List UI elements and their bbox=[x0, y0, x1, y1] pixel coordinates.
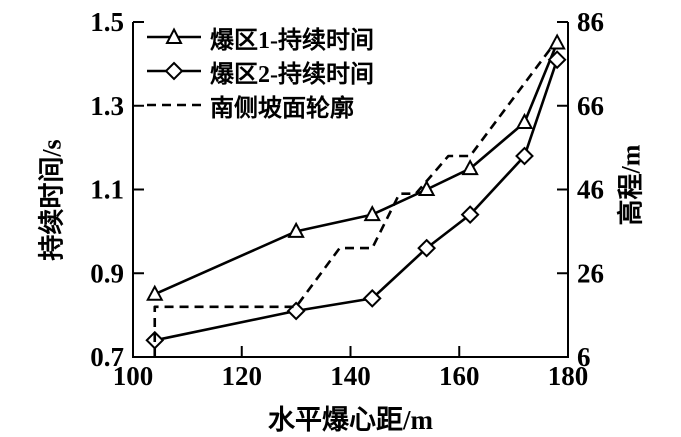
y-right-tick-label: 6 bbox=[577, 342, 591, 372]
x-tick-label: 140 bbox=[330, 361, 371, 391]
legend-line-diamond-icon bbox=[147, 61, 201, 81]
legend-label-blast-zone-2: 爆区2-持续时间 bbox=[210, 61, 374, 88]
triangle-marker bbox=[417, 179, 436, 196]
diamond-marker bbox=[460, 205, 480, 225]
diamond-marker bbox=[515, 146, 534, 166]
x-tick-label: 180 bbox=[548, 361, 589, 391]
y-left-tick-label: 1.3 bbox=[90, 91, 124, 121]
triangle-marker bbox=[146, 284, 164, 301]
diamond-marker bbox=[286, 301, 306, 321]
legend: 爆区1-持续时间 爆区2-持续时间 南侧坡面轮廓 bbox=[146, 20, 374, 122]
y-left-tick-label: 0.7 bbox=[90, 342, 124, 372]
y-axis-right-title: 高程/m bbox=[616, 144, 646, 226]
x-tick-label: 100 bbox=[113, 361, 154, 391]
x-tick-label: 160 bbox=[439, 361, 480, 391]
legend-item-blast-zone-2: 爆区2-持续时间 bbox=[146, 54, 374, 88]
y-axis-left-title: 持续时间/s bbox=[37, 139, 67, 261]
triangle-marker bbox=[287, 221, 305, 238]
y-right-tick-label: 86 bbox=[577, 7, 604, 37]
legend-dashed-line-icon bbox=[147, 103, 201, 107]
y-right-tick-label: 46 bbox=[577, 175, 604, 205]
legend-label-slope-profile: 南侧坡面轮廓 bbox=[210, 95, 354, 122]
series-line-3 bbox=[153, 46, 553, 357]
x-tick-label: 120 bbox=[222, 361, 263, 391]
triangle-marker bbox=[363, 205, 381, 222]
y-left-tick-label: 0.9 bbox=[90, 258, 124, 288]
y-right-tick-label: 26 bbox=[577, 258, 604, 288]
x-axis-title: 水平爆心距/m bbox=[268, 405, 433, 435]
diamond-marker bbox=[417, 238, 437, 258]
y-left-tick-label: 1.5 bbox=[90, 7, 124, 37]
diamond-marker bbox=[547, 50, 567, 70]
y-left-tick-label: 1.1 bbox=[90, 175, 124, 205]
triangle-marker bbox=[515, 112, 534, 129]
y-right-tick-label: 66 bbox=[577, 91, 604, 121]
legend-line-triangle-icon bbox=[147, 27, 201, 44]
diamond-marker bbox=[362, 288, 382, 308]
triangle-marker bbox=[548, 33, 566, 50]
legend-item-blast-zone-1: 爆区1-持续时间 bbox=[146, 20, 374, 54]
triangle-marker bbox=[461, 158, 479, 176]
legend-item-slope-profile: 南侧坡面轮廓 bbox=[146, 88, 374, 122]
legend-label-blast-zone-1: 爆区1-持续时间 bbox=[210, 27, 374, 54]
